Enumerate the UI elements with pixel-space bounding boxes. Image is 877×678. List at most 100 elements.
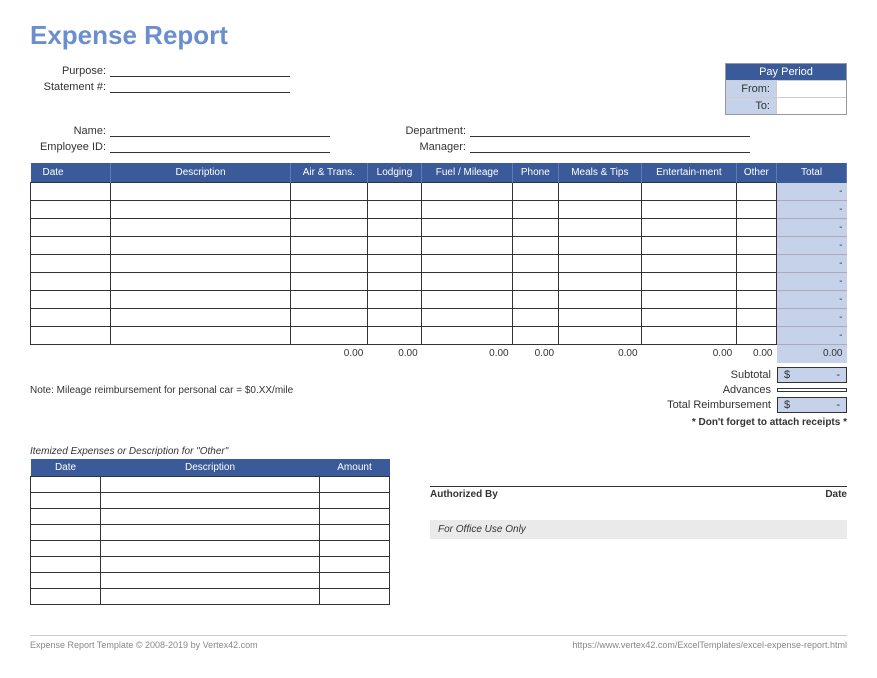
- expense-cell[interactable]: [367, 273, 421, 291]
- expense-cell[interactable]: [513, 291, 558, 309]
- statement-input[interactable]: [110, 79, 290, 93]
- expense-cell[interactable]: [291, 255, 368, 273]
- itemized-cell[interactable]: [101, 556, 320, 572]
- itemized-cell[interactable]: [320, 588, 390, 604]
- expense-cell[interactable]: [422, 237, 513, 255]
- expense-cell[interactable]: [558, 273, 641, 291]
- expense-cell[interactable]: [736, 255, 776, 273]
- expense-cell[interactable]: [367, 219, 421, 237]
- itemized-cell[interactable]: [31, 476, 101, 492]
- expense-cell[interactable]: [111, 237, 291, 255]
- name-input[interactable]: [110, 123, 330, 137]
- expense-cell[interactable]: [111, 327, 291, 345]
- expense-cell[interactable]: [736, 237, 776, 255]
- expense-cell[interactable]: [513, 327, 558, 345]
- itemized-cell[interactable]: [101, 476, 320, 492]
- expense-cell[interactable]: [513, 219, 558, 237]
- expense-cell[interactable]: [422, 273, 513, 291]
- itemized-cell[interactable]: [101, 540, 320, 556]
- expense-cell[interactable]: [367, 327, 421, 345]
- expense-cell[interactable]: [558, 327, 641, 345]
- expense-cell[interactable]: [513, 273, 558, 291]
- expense-cell[interactable]: [513, 201, 558, 219]
- expense-cell[interactable]: [736, 201, 776, 219]
- manager-input[interactable]: [470, 139, 750, 153]
- expense-cell[interactable]: [642, 291, 737, 309]
- expense-cell[interactable]: [736, 219, 776, 237]
- expense-cell[interactable]: [642, 309, 737, 327]
- expense-cell[interactable]: [291, 327, 368, 345]
- expense-cell[interactable]: [31, 201, 111, 219]
- itemized-cell[interactable]: [320, 492, 390, 508]
- expense-cell[interactable]: [513, 183, 558, 201]
- itemized-cell[interactable]: [320, 572, 390, 588]
- expense-cell[interactable]: [31, 255, 111, 273]
- expense-cell[interactable]: [513, 237, 558, 255]
- pay-from-input[interactable]: [776, 80, 846, 97]
- expense-cell[interactable]: [422, 201, 513, 219]
- itemized-cell[interactable]: [320, 540, 390, 556]
- expense-cell[interactable]: [736, 327, 776, 345]
- itemized-cell[interactable]: [101, 524, 320, 540]
- itemized-cell[interactable]: [31, 508, 101, 524]
- expense-cell[interactable]: [367, 183, 421, 201]
- expense-cell[interactable]: [558, 201, 641, 219]
- expense-cell[interactable]: [422, 291, 513, 309]
- expense-cell[interactable]: [31, 309, 111, 327]
- expense-cell[interactable]: [513, 255, 558, 273]
- expense-cell[interactable]: [642, 201, 737, 219]
- expense-cell[interactable]: [422, 255, 513, 273]
- expense-cell[interactable]: [111, 183, 291, 201]
- expense-cell[interactable]: [642, 237, 737, 255]
- department-input[interactable]: [470, 123, 750, 137]
- itemized-cell[interactable]: [320, 508, 390, 524]
- itemized-cell[interactable]: [101, 588, 320, 604]
- expense-cell[interactable]: [422, 219, 513, 237]
- expense-cell[interactable]: [111, 201, 291, 219]
- expense-cell[interactable]: [736, 183, 776, 201]
- expense-cell[interactable]: [558, 309, 641, 327]
- expense-cell[interactable]: [642, 327, 737, 345]
- itemized-cell[interactable]: [320, 556, 390, 572]
- itemized-cell[interactable]: [31, 572, 101, 588]
- expense-cell[interactable]: [291, 273, 368, 291]
- itemized-cell[interactable]: [101, 572, 320, 588]
- itemized-cell[interactable]: [31, 588, 101, 604]
- expense-cell[interactable]: [736, 273, 776, 291]
- expense-cell[interactable]: [111, 309, 291, 327]
- expense-cell[interactable]: [422, 309, 513, 327]
- itemized-cell[interactable]: [31, 492, 101, 508]
- expense-cell[interactable]: [422, 183, 513, 201]
- expense-cell[interactable]: [642, 273, 737, 291]
- expense-cell[interactable]: [291, 201, 368, 219]
- employee-id-input[interactable]: [110, 139, 330, 153]
- expense-cell[interactable]: [31, 327, 111, 345]
- expense-cell[interactable]: [31, 183, 111, 201]
- expense-cell[interactable]: [642, 183, 737, 201]
- expense-cell[interactable]: [736, 291, 776, 309]
- expense-cell[interactable]: [31, 291, 111, 309]
- expense-cell[interactable]: [558, 183, 641, 201]
- expense-cell[interactable]: [558, 255, 641, 273]
- expense-cell[interactable]: [111, 291, 291, 309]
- itemized-cell[interactable]: [320, 524, 390, 540]
- expense-cell[interactable]: [291, 309, 368, 327]
- expense-cell[interactable]: [736, 309, 776, 327]
- expense-cell[interactable]: [111, 219, 291, 237]
- expense-cell[interactable]: [367, 237, 421, 255]
- expense-cell[interactable]: [31, 219, 111, 237]
- expense-cell[interactable]: [558, 219, 641, 237]
- expense-cell[interactable]: [513, 309, 558, 327]
- purpose-input[interactable]: [110, 63, 290, 77]
- expense-cell[interactable]: [291, 291, 368, 309]
- expense-cell[interactable]: [558, 237, 641, 255]
- itemized-cell[interactable]: [31, 556, 101, 572]
- itemized-cell[interactable]: [31, 540, 101, 556]
- expense-cell[interactable]: [558, 291, 641, 309]
- expense-cell[interactable]: [367, 309, 421, 327]
- expense-cell[interactable]: [367, 291, 421, 309]
- itemized-cell[interactable]: [320, 476, 390, 492]
- expense-cell[interactable]: [31, 273, 111, 291]
- expense-cell[interactable]: [367, 255, 421, 273]
- expense-cell[interactable]: [111, 255, 291, 273]
